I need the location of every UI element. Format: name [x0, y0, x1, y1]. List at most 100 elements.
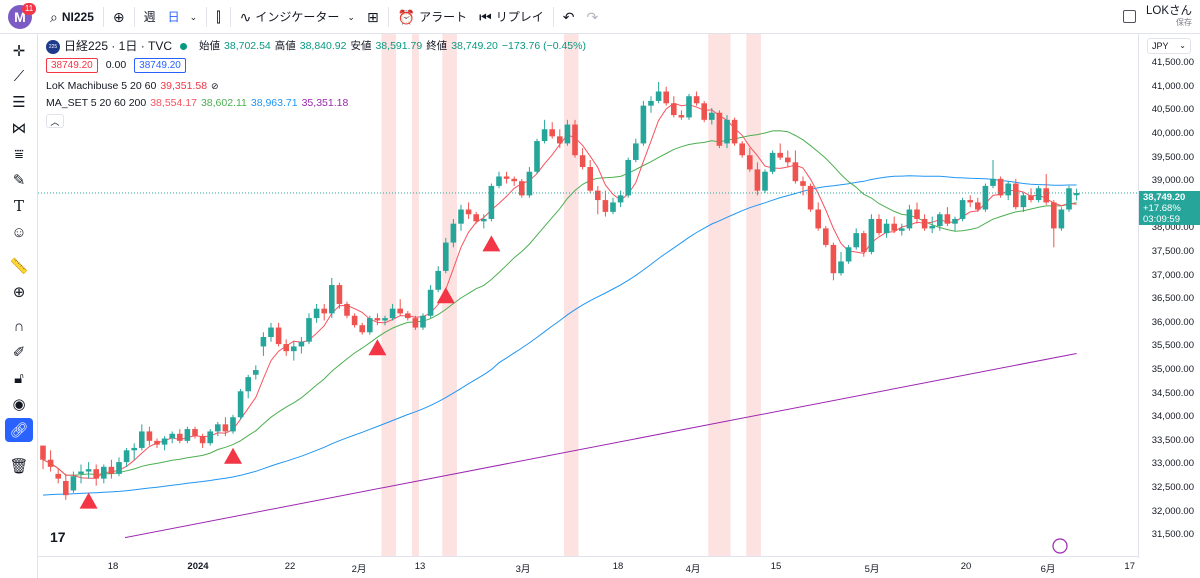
time-tick: 5月	[864, 564, 880, 575]
divider	[133, 6, 135, 27]
candle-body	[861, 233, 867, 253]
last-price-label: 38,749.20 +17.68% 03:09:59	[1139, 191, 1200, 225]
candle-body	[344, 303, 350, 316]
sync-drawings-tool[interactable]: 🔗︎	[5, 418, 33, 442]
candle-body	[678, 115, 685, 118]
symbol-search[interactable]: ⌕ NI225	[44, 0, 100, 34]
pattern-icon: ⋈	[11, 120, 27, 137]
candle-body	[55, 473, 61, 479]
search-icon: ⌕	[50, 8, 58, 25]
compare-button[interactable]: ⊕	[107, 0, 131, 34]
price-tick: 31,500.00	[1151, 529, 1194, 541]
candle-body	[731, 119, 738, 144]
candle-body	[534, 141, 540, 172]
chart-type-button[interactable]: ⫿	[210, 0, 226, 34]
candle-body	[481, 218, 487, 222]
price-chart[interactable]: 17	[38, 34, 1138, 556]
replay-icon: ⏮	[479, 8, 492, 25]
candle-body	[496, 176, 502, 186]
symbol-logo: 225	[46, 39, 60, 54]
ma20-value: 38,602.11	[200, 97, 247, 109]
delete-drawings-tool[interactable]: 🗑︎	[5, 454, 33, 478]
candle-body	[883, 223, 890, 234]
interval-week-button[interactable]: 週	[138, 0, 162, 34]
candle-body	[800, 181, 806, 186]
candle-body	[427, 289, 434, 316]
symbol-label: NI225	[61, 9, 94, 24]
bar-countdown: 03:09:59	[1143, 214, 1180, 225]
fib-lines-icon: ☰	[12, 94, 26, 111]
close-label: 終値	[426, 40, 448, 52]
candle-body	[914, 209, 920, 219]
crosshair-tool[interactable]: ✛	[5, 39, 33, 63]
signal-triangle	[368, 339, 387, 356]
open-label: 始値	[199, 40, 221, 52]
lock-tool[interactable]: 🔓︎	[5, 366, 33, 390]
brush-tool[interactable]: ✎	[5, 168, 33, 192]
save-layout-button[interactable]: LOKさん 保存	[1117, 0, 1200, 34]
indicator2-name[interactable]: MA_SET 5 20 60 200	[46, 97, 147, 109]
zoom-in-icon: ⊕	[12, 284, 26, 301]
trendline-tool[interactable]: ⟋	[5, 64, 33, 88]
time-tick: 2024	[187, 561, 209, 572]
drawing-toolbar: ✛ ⟋ ☰ ⋈ ⩸ ✎ T ☺ 📏 ⊕ ∩ ✐ 🔓︎ ◉ 🔗︎ 🗑︎	[0, 34, 38, 578]
divider	[102, 6, 104, 27]
link-icon: 🔗︎	[9, 422, 29, 439]
ruler-icon: 📏	[9, 258, 29, 275]
currency-selector[interactable]: JPY ⌄	[1147, 38, 1191, 54]
interval-day-button[interactable]: 日 ⌄	[162, 0, 204, 34]
change-value: −173.76 (−0.45%)	[501, 40, 586, 52]
pencil-lock-icon: ✐	[12, 344, 26, 361]
ma200-line	[124, 352, 1077, 539]
candle-body	[207, 431, 213, 444]
high-value: 38,840.92	[299, 40, 347, 52]
candle-body	[701, 103, 707, 120]
undo-button[interactable]: ↶	[557, 0, 581, 34]
fib-tool[interactable]: ☰	[5, 90, 33, 114]
drawing-lock-tool[interactable]: ✐	[5, 340, 33, 364]
visibility-tool[interactable]: ◉	[5, 392, 33, 416]
pattern-tool[interactable]: ⋈	[5, 116, 33, 140]
candle-body	[906, 209, 913, 229]
candle-body	[549, 129, 555, 137]
open-value: 38,702.54	[224, 40, 271, 52]
candle-body	[313, 308, 320, 319]
candle-body	[253, 370, 259, 375]
time-scale[interactable]: 18 2024 22 2月 13 3月 18 4月 15 5月 20 6月 17	[38, 556, 1138, 578]
ruler-tool[interactable]: 📏	[5, 254, 33, 278]
magnet-tool[interactable]: ∩	[5, 314, 33, 338]
candle-body	[1020, 195, 1027, 208]
prediction-tool[interactable]: ⩸	[5, 142, 33, 166]
price-tick: 32,000.00	[1151, 505, 1194, 517]
price-tick: 40,000.00	[1151, 127, 1194, 139]
ma5-value: 38,554.17	[150, 97, 197, 109]
candle-body	[899, 228, 905, 231]
alert-button[interactable]: ⏰ アラート	[392, 0, 473, 34]
candle-body	[785, 157, 791, 163]
currency-label: JPY	[1152, 41, 1169, 51]
candle-body	[1058, 209, 1065, 229]
hidden-eye-icon[interactable]: ⊘	[211, 81, 219, 91]
candle-body	[412, 318, 419, 328]
replay-button[interactable]: ⏮ リプレイ	[473, 0, 550, 34]
price-scale[interactable]: JPY ⌄ 41,500.00 41,000.00 40,500.00 40,000.…	[1138, 34, 1200, 558]
redo-button[interactable]: ↷	[581, 0, 605, 34]
buy-price-box[interactable]: 38749.20	[134, 58, 186, 73]
candle-body	[868, 218, 875, 253]
zoom-tool[interactable]: ⊕	[5, 280, 33, 304]
candle-body	[108, 466, 115, 474]
indicators-button[interactable]: ∿ インジケーター ⌄	[234, 0, 361, 34]
series-title[interactable]: 日経225 · 1日 · TVC	[64, 39, 173, 53]
interval-day-label: 日	[167, 10, 180, 24]
candle-body	[161, 438, 168, 445]
candle-body	[374, 318, 381, 321]
icon-tool[interactable]: ☺	[5, 220, 33, 244]
layouts-button[interactable]: ⊞	[361, 0, 385, 34]
indicator1-name[interactable]: LoK Machibuse 5 20 60	[46, 80, 157, 92]
notification-badge: 11	[22, 3, 36, 15]
text-tool[interactable]: T	[5, 194, 33, 218]
candle-body	[329, 285, 335, 314]
collapse-legend-button[interactable]: ︿	[46, 114, 64, 128]
candle-body	[1028, 195, 1034, 201]
sell-price-box[interactable]: 38749.20	[46, 58, 98, 73]
